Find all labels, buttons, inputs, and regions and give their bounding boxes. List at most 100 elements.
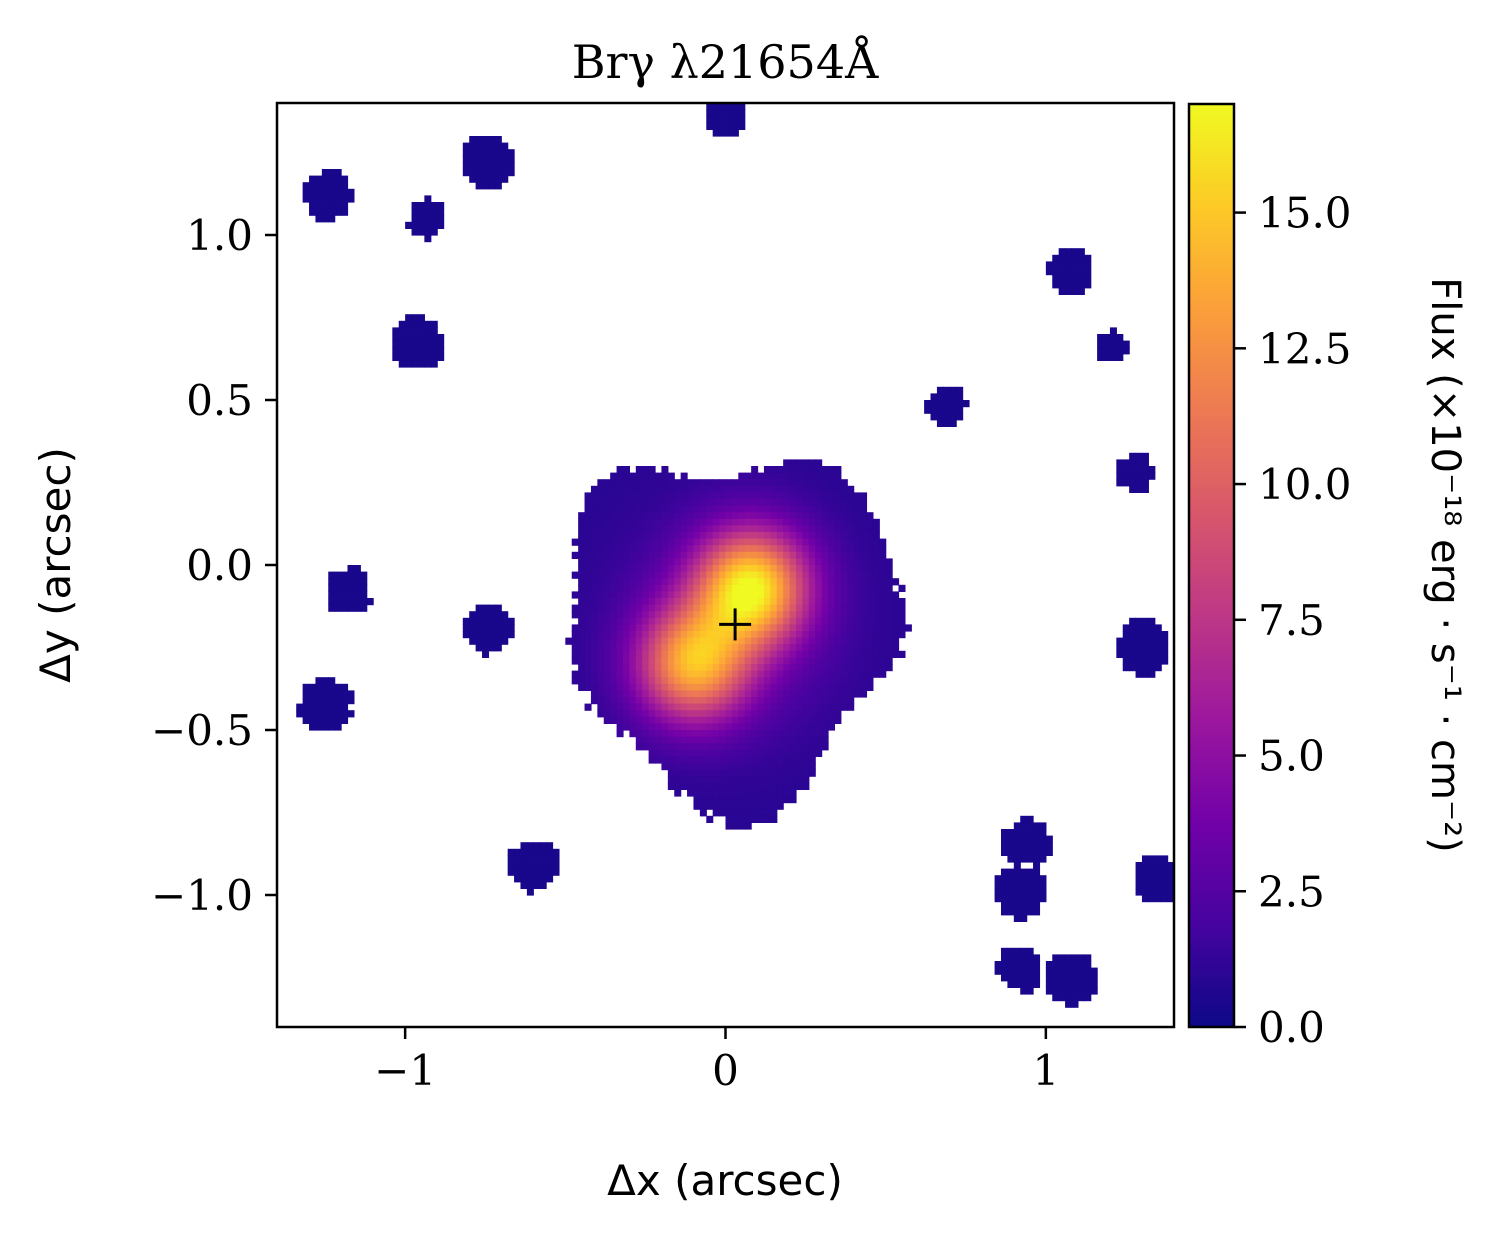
heatmap-cell	[1129, 624, 1137, 632]
heatmap-cell	[712, 604, 720, 612]
heatmap-cell	[834, 578, 842, 586]
heatmap-cell	[994, 875, 1002, 883]
heatmap-cell	[1129, 485, 1137, 493]
heatmap-cell	[1129, 631, 1137, 639]
heatmap-cell	[674, 683, 682, 691]
heatmap-cell	[853, 644, 861, 652]
heatmap-cell	[821, 512, 829, 520]
heatmap-cell	[616, 512, 624, 520]
heatmap-cell	[629, 479, 637, 487]
heatmap-cell	[610, 538, 618, 546]
heatmap-cell	[1077, 994, 1085, 1002]
heatmap-cell	[584, 624, 592, 632]
heatmap-cell	[622, 479, 630, 487]
heatmap-cell	[866, 611, 874, 619]
heatmap-cell	[776, 710, 784, 718]
heatmap-cell	[885, 604, 893, 612]
heatmap-cell	[539, 868, 547, 876]
heatmap-cell	[507, 155, 515, 163]
heatmap-cell	[699, 809, 707, 817]
heatmap-cell	[725, 749, 733, 757]
heatmap-cell	[687, 650, 695, 658]
heatmap-cell	[795, 525, 803, 533]
heatmap-cell	[853, 637, 861, 645]
heatmap-cell	[597, 525, 605, 533]
heatmap-cell	[872, 611, 880, 619]
heatmap-cell	[578, 518, 586, 526]
heatmap-cell	[514, 875, 522, 883]
heatmap-cell	[770, 624, 778, 632]
heatmap-cell	[616, 710, 624, 718]
heatmap-cell	[533, 881, 541, 889]
heatmap-cell	[731, 776, 739, 784]
heatmap-cell	[808, 644, 816, 652]
heatmap-cell	[738, 578, 746, 586]
heatmap-cell	[789, 756, 797, 764]
heatmap-cell	[751, 677, 759, 685]
heatmap-cell	[763, 525, 771, 533]
heatmap-cell	[680, 730, 688, 738]
heatmap-cell	[584, 657, 592, 665]
heatmap-cell	[866, 624, 874, 632]
heatmap-cell	[680, 479, 688, 487]
heatmap-cell	[699, 617, 707, 625]
heatmap-cell	[597, 677, 605, 685]
heatmap-cell	[642, 466, 650, 474]
heatmap-cell	[411, 360, 419, 368]
heatmap-cell	[699, 479, 707, 487]
heatmap-cell	[667, 776, 675, 784]
heatmap-cell	[590, 512, 598, 520]
heatmap-cell	[821, 716, 829, 724]
heatmap-cell	[834, 551, 842, 559]
heatmap-cell	[744, 710, 752, 718]
heatmap-cell	[424, 215, 432, 223]
heatmap-cell	[751, 703, 759, 711]
heatmap-cell	[738, 730, 746, 738]
heatmap-cell	[828, 677, 836, 685]
heatmap-cell	[501, 155, 509, 163]
heatmap-cell	[661, 723, 669, 731]
heatmap-cell	[725, 109, 733, 117]
heatmap-cell	[828, 466, 836, 474]
heatmap-cell	[328, 697, 336, 705]
heatmap-cell	[699, 802, 707, 810]
heatmap-cell	[597, 512, 605, 520]
heatmap-cell	[1033, 875, 1041, 883]
heatmap-cell	[347, 697, 355, 705]
heatmap-cell	[808, 604, 816, 612]
heatmap-cell	[347, 571, 355, 579]
heatmap-cell	[693, 677, 701, 685]
heatmap-cell	[821, 604, 829, 612]
heatmap-cell	[994, 895, 1002, 903]
heatmap-cell	[783, 525, 791, 533]
heatmap-cell	[898, 617, 906, 625]
heatmap-cell	[648, 657, 656, 665]
heatmap-cell	[1141, 617, 1149, 625]
heatmap-cell	[712, 492, 720, 500]
heatmap-cell	[731, 703, 739, 711]
heatmap-cell	[706, 109, 714, 117]
heatmap-cell	[795, 545, 803, 553]
heatmap-cell	[744, 472, 752, 480]
heatmap-cell	[783, 466, 791, 474]
heatmap-cell	[802, 670, 810, 678]
heatmap-cell	[687, 710, 695, 718]
heatmap-cell	[828, 617, 836, 625]
heatmap-cell	[360, 604, 368, 612]
heatmap-cell	[789, 604, 797, 612]
heatmap-cell	[738, 604, 746, 612]
heatmap-cell	[590, 604, 598, 612]
heatmap-cell	[1135, 881, 1143, 889]
heatmap-cell	[328, 571, 336, 579]
heatmap-cell	[808, 485, 816, 493]
heatmap-cell	[687, 545, 695, 553]
plot-area: −1 0 1 1.00.50.0−0.5−1.0	[151, 101, 1176, 1095]
heatmap-cell	[578, 578, 586, 586]
heatmap-cell	[725, 624, 733, 632]
heatmap-cell	[507, 631, 515, 639]
heatmap-cell	[1154, 624, 1162, 632]
heatmap-cell	[411, 208, 419, 216]
heatmap-cell	[341, 604, 349, 612]
heatmap-cell	[699, 683, 707, 691]
heatmap-cell	[661, 683, 669, 691]
